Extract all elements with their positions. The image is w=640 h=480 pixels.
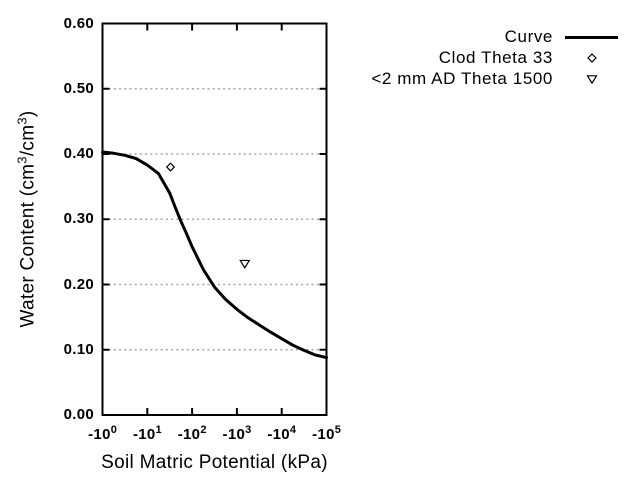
y-axis-title-text: Water Content (cm — [17, 163, 39, 328]
x-tick-label: -103 — [222, 424, 252, 443]
y-tick-label: 0.50 — [63, 79, 94, 97]
y-tick-label: 0.40 — [63, 145, 94, 162]
clod-theta-33-marker — [165, 162, 176, 172]
y-tick-label: 0.30 — [63, 210, 94, 228]
x-tick-label: -102 — [177, 424, 207, 443]
curve-line — [101, 150, 328, 360]
ad-theta-1500-marker — [239, 259, 251, 269]
y-axis-title-superscript: 3 — [14, 156, 30, 164]
y-axis-title: Water Content (cm3/cm3) — [15, 110, 40, 327]
y-tick-label: 0.10 — [63, 340, 94, 358]
x-axis-title: Soil Matric Potential (kPa) — [101, 452, 328, 473]
legend-diamond-sample — [587, 53, 597, 63]
legend-label-clod-theta-33: Clod Theta 33 — [438, 48, 553, 67]
x-tick-label: -101 — [132, 424, 162, 443]
x-tick-label: -100 — [88, 424, 117, 443]
legend-label-curve: Curve — [504, 27, 553, 46]
y-tick-label: 0.00 — [63, 406, 94, 423]
legend-triangle-sample — [586, 75, 598, 85]
x-tick-label: -105 — [312, 424, 341, 443]
y-axis-title-text: /cm — [17, 124, 39, 157]
y-axis-title-text: ) — [17, 110, 39, 118]
x-tick-label: -104 — [267, 424, 297, 443]
legend-label-ad-theta-1500: <2 mm AD Theta 1500 — [371, 69, 553, 88]
y-axis-title-superscript: 3 — [14, 117, 30, 125]
y-tick-label: 0.20 — [63, 275, 94, 293]
y-tick-label: 0.60 — [63, 14, 94, 32]
